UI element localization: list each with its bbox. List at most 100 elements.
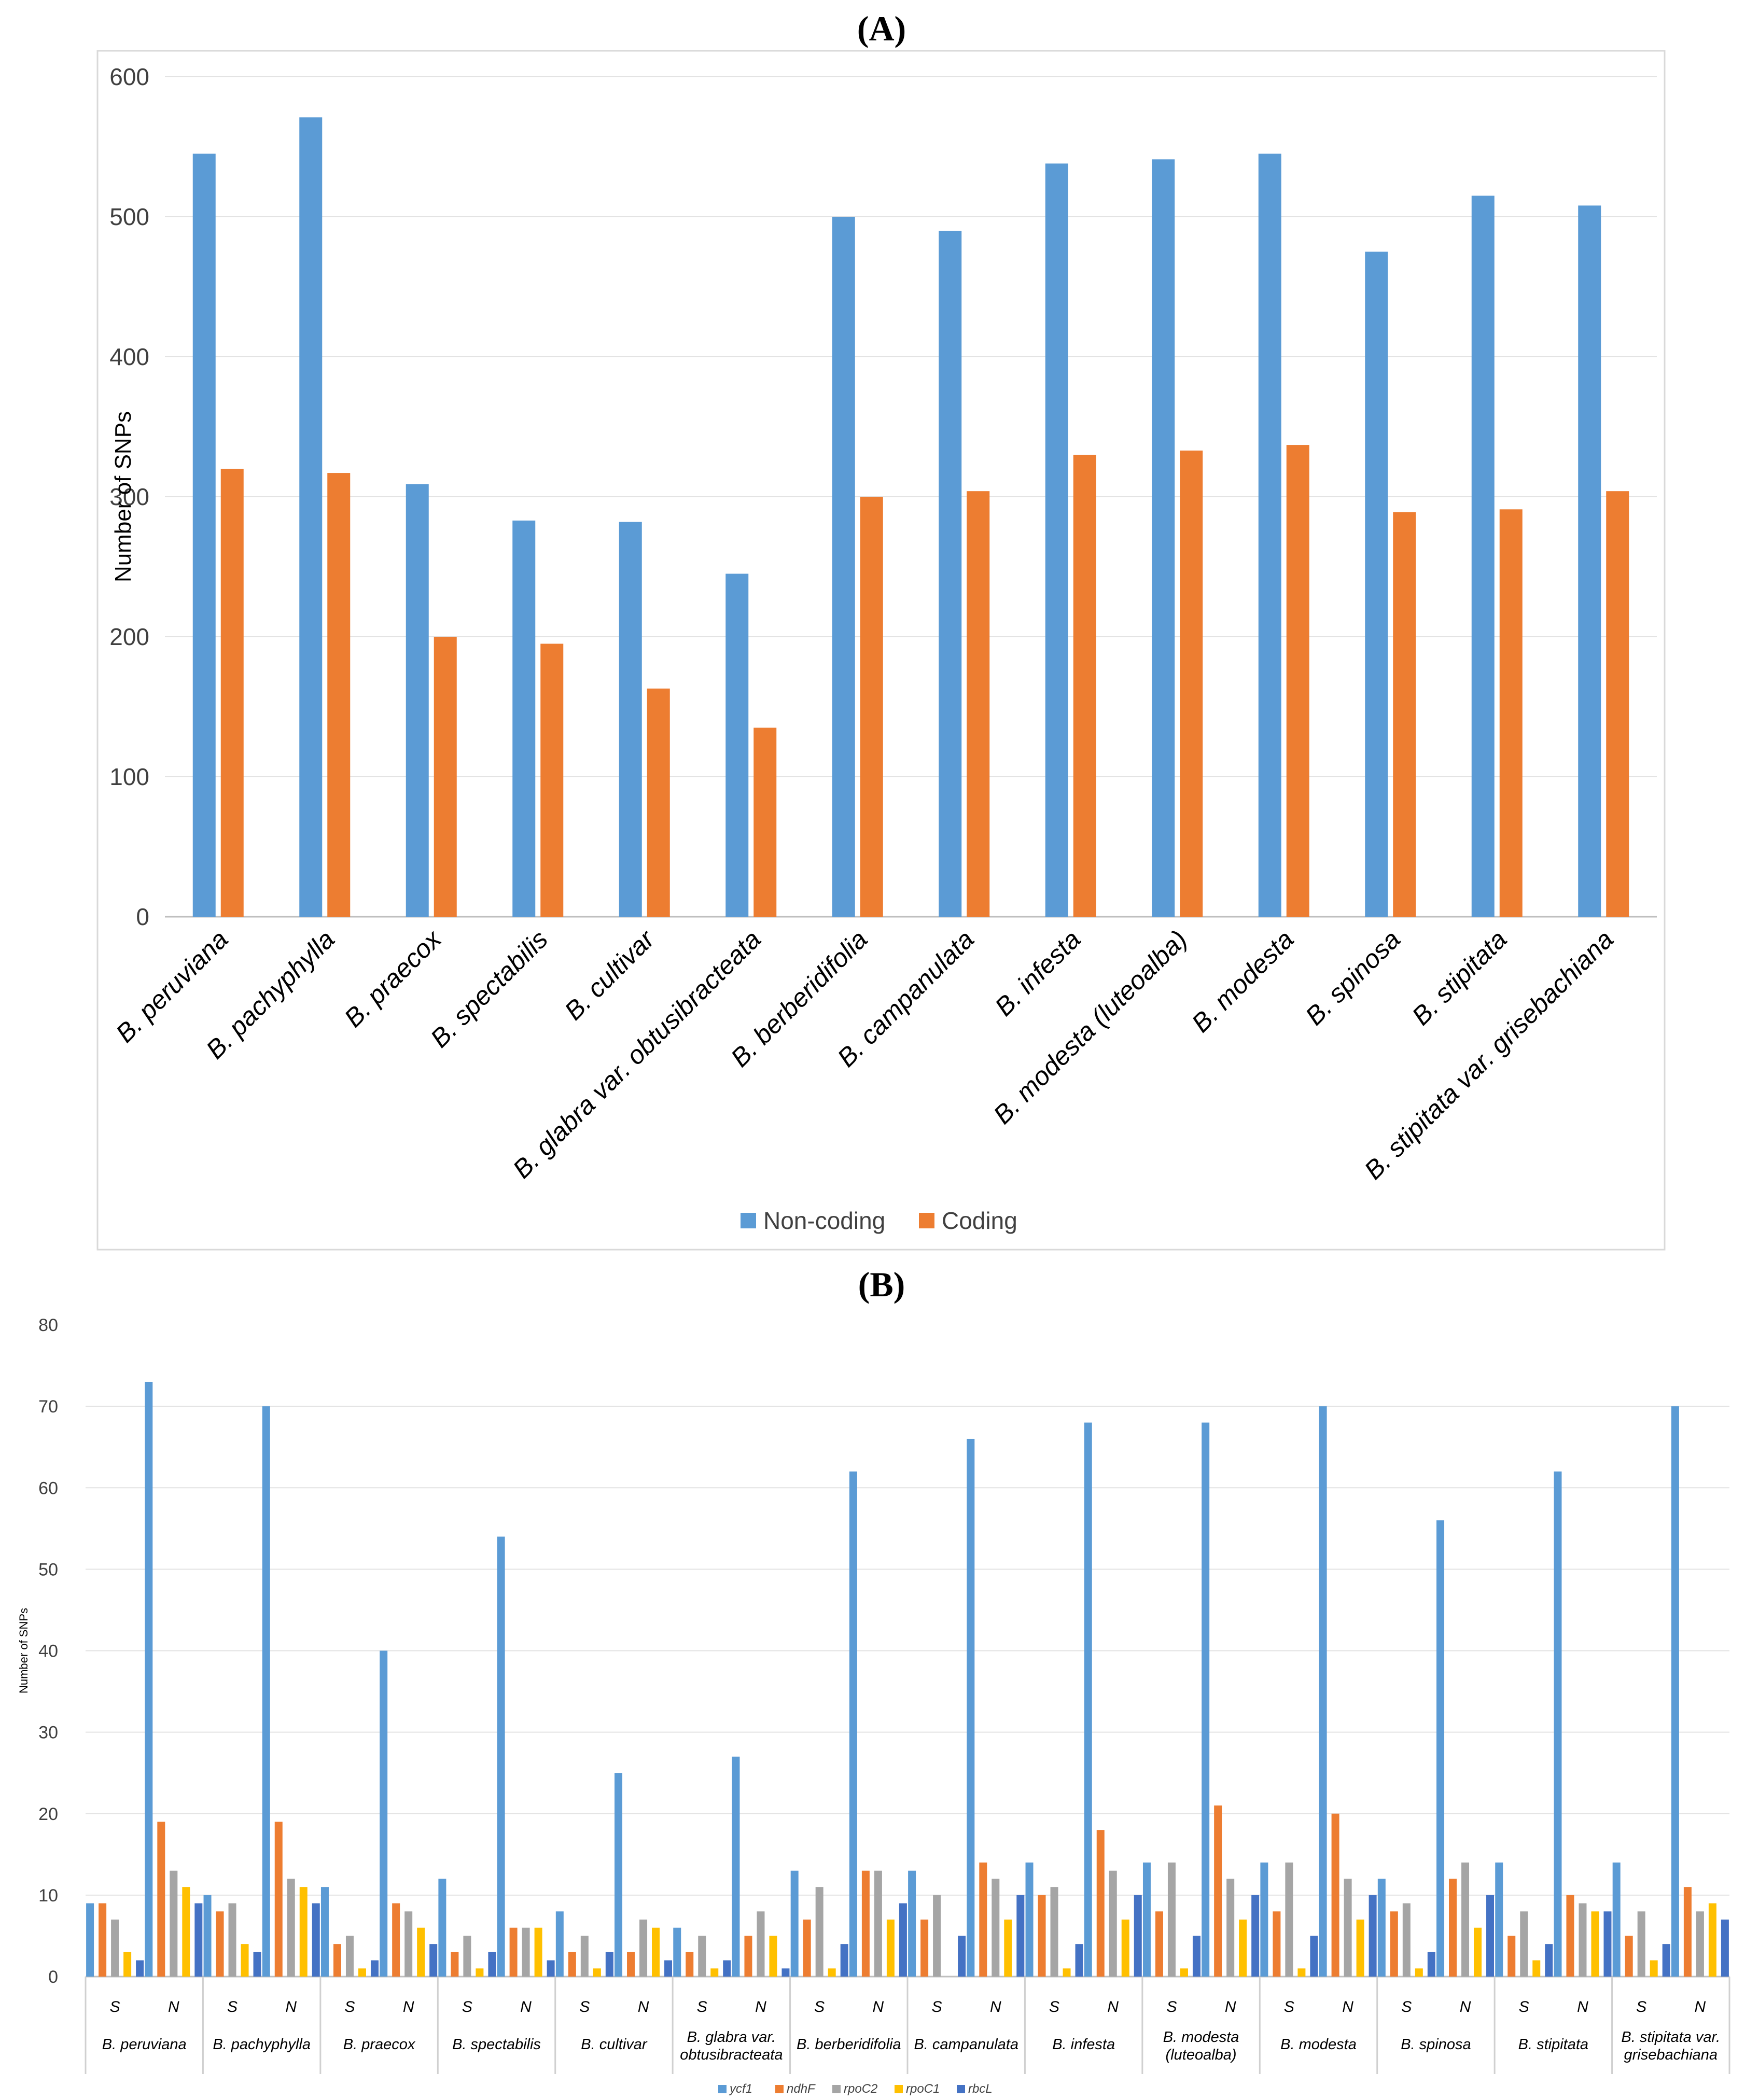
a-y-tick-label: 0 bbox=[136, 903, 149, 930]
b-subcategory-label: N bbox=[873, 1998, 884, 2015]
b-subcategory-label: S bbox=[344, 1998, 355, 2015]
b-bar-rpoC2 bbox=[345, 1936, 354, 1977]
a-bar-noncoding bbox=[1471, 195, 1495, 917]
a-bar-coding bbox=[1073, 455, 1096, 917]
a-category-label: B. infesta bbox=[989, 925, 1086, 1021]
b-bar-rpoC2 bbox=[1344, 1879, 1352, 1977]
b-subcategory-label: N bbox=[755, 1998, 766, 2015]
b-bar-rbcL bbox=[1134, 1895, 1142, 1977]
b-subcategory-label: S bbox=[579, 1998, 590, 2015]
b-bar-rpoC1 bbox=[593, 1968, 601, 1977]
a-legend-label: Non-coding bbox=[763, 1207, 885, 1234]
b-bar-ycf1 bbox=[967, 1438, 975, 1977]
b-bar-ycf1 bbox=[262, 1406, 270, 1977]
b-bar-rpoC2 bbox=[815, 1887, 823, 1977]
b-bar-ycf1 bbox=[1319, 1406, 1327, 1977]
b-bar-rbcL bbox=[1486, 1895, 1495, 1977]
b-bar-ndhF bbox=[274, 1822, 283, 1977]
b-bar-rpoC1 bbox=[534, 1927, 542, 1977]
b-legend-swatch bbox=[957, 2085, 965, 2093]
b-bar-rbcL bbox=[840, 1944, 848, 1977]
b-bar-rbcL bbox=[899, 1903, 907, 1977]
b-bar-ycf1 bbox=[1495, 1863, 1503, 1977]
a-category-label: B. praecox bbox=[339, 924, 448, 1033]
b-bar-ndhF bbox=[1038, 1895, 1046, 1977]
a-y-tick-label: 300 bbox=[109, 483, 149, 510]
b-group-label: B. stipitata var. bbox=[1621, 2029, 1720, 2046]
b-group-label: B. glabra var. bbox=[687, 2029, 776, 2046]
b-bar-rpoC2 bbox=[287, 1879, 295, 1977]
a-bar-coding bbox=[1393, 512, 1416, 917]
b-bar-rpoC2 bbox=[639, 1920, 648, 1977]
b-bar-rbcL bbox=[1016, 1895, 1025, 1977]
b-bar-rbcL bbox=[1192, 1936, 1200, 1977]
a-bar-noncoding bbox=[1365, 251, 1388, 917]
b-bar-rpoC2 bbox=[1402, 1903, 1411, 1977]
a-bar-coding bbox=[220, 469, 244, 917]
b-bar-ndhF bbox=[392, 1903, 400, 1977]
b-subcategory-label: N bbox=[1107, 1998, 1119, 2015]
b-subcategory-label: S bbox=[932, 1998, 942, 2015]
b-legend-label: rbcL bbox=[968, 2082, 993, 2096]
b-bar-ycf1 bbox=[615, 1773, 623, 1977]
a-bar-coding bbox=[1180, 450, 1203, 917]
a-bar-noncoding bbox=[1045, 163, 1068, 917]
b-bar-rpoC2 bbox=[404, 1911, 413, 1977]
b-subcategory-label: N bbox=[1225, 1998, 1236, 2015]
b-legend-swatch bbox=[832, 2085, 841, 2093]
b-subcategory-label: N bbox=[1460, 1998, 1471, 2015]
b-group-label: B. infesta bbox=[1052, 2036, 1115, 2053]
b-bar-rpoC2 bbox=[1050, 1887, 1058, 1977]
b-bar-rbcL bbox=[429, 1944, 438, 1977]
b-subcategory-label: S bbox=[1284, 1998, 1294, 2015]
b-bar-rpoC2 bbox=[522, 1927, 530, 1977]
b-y-tick-label: 60 bbox=[38, 1478, 58, 1498]
b-group-label: B. pachyphylla bbox=[213, 2036, 311, 2053]
a-bar-noncoding bbox=[619, 522, 642, 917]
b-bar-rpoC1 bbox=[769, 1936, 777, 1977]
b-bar-ycf1 bbox=[1084, 1422, 1092, 1977]
b-group-label: B. spinosa bbox=[1401, 2036, 1471, 2053]
a-y-tick-label: 200 bbox=[109, 623, 149, 650]
b-bar-rpoC2 bbox=[1637, 1911, 1645, 1977]
b-subcategory-label: S bbox=[814, 1998, 825, 2015]
b-group-label: (luteoalba) bbox=[1166, 2047, 1237, 2063]
b-legend-label: ndhF bbox=[787, 2082, 816, 2096]
b-bar-ndhF bbox=[1566, 1895, 1574, 1977]
a-y-axis-title: Number of SNPs bbox=[110, 411, 136, 582]
b-bar-rpoC1 bbox=[358, 1968, 366, 1977]
b-subcategory-label: S bbox=[110, 1998, 120, 2015]
b-bar-rpoC1 bbox=[123, 1952, 132, 1977]
b-bar-ycf1 bbox=[555, 1911, 564, 1977]
b-bar-rbcL bbox=[1662, 1944, 1670, 1977]
b-bar-ndhF bbox=[1273, 1911, 1281, 1977]
a-bar-coding bbox=[1286, 445, 1309, 917]
b-bar-rbcL bbox=[194, 1903, 203, 1977]
b-bar-rpoC1 bbox=[886, 1920, 895, 1977]
b-bar-rpoC2 bbox=[463, 1936, 471, 1977]
b-bar-rpoC1 bbox=[182, 1887, 190, 1977]
b-bar-rbcL bbox=[1251, 1895, 1260, 1977]
b-bar-rpoC2 bbox=[933, 1895, 941, 1977]
b-bar-rbcL bbox=[1310, 1936, 1318, 1977]
a-bar-noncoding bbox=[512, 520, 536, 917]
a-category-label: B. modesta (luteoalba) bbox=[988, 925, 1193, 1129]
b-bar-ycf1 bbox=[497, 1536, 505, 1977]
b-legend-swatch bbox=[718, 2085, 727, 2093]
b-group-label: B. berberidifolia bbox=[797, 2036, 901, 2053]
b-subcategory-label: S bbox=[1166, 1998, 1177, 2015]
a-legend-swatch bbox=[919, 1213, 934, 1228]
b-subcategory-label: S bbox=[1519, 1998, 1529, 2015]
b-bar-rbcL bbox=[958, 1936, 966, 1977]
b-bar-rbcL bbox=[781, 1968, 790, 1977]
a-category-label: B. spinosa bbox=[1300, 925, 1406, 1031]
b-bar-rpoC1 bbox=[710, 1968, 719, 1977]
b-bar-rpoC2 bbox=[1285, 1863, 1293, 1977]
b-group-label: B. stipitata bbox=[1518, 2036, 1588, 2053]
b-y-tick-label: 0 bbox=[48, 1967, 58, 1987]
b-subcategory-label: S bbox=[697, 1998, 707, 2015]
b-group-label: B. peruviana bbox=[102, 2036, 187, 2053]
b-bar-ndhF bbox=[920, 1920, 929, 1977]
b-bar-rpoC1 bbox=[417, 1927, 425, 1977]
